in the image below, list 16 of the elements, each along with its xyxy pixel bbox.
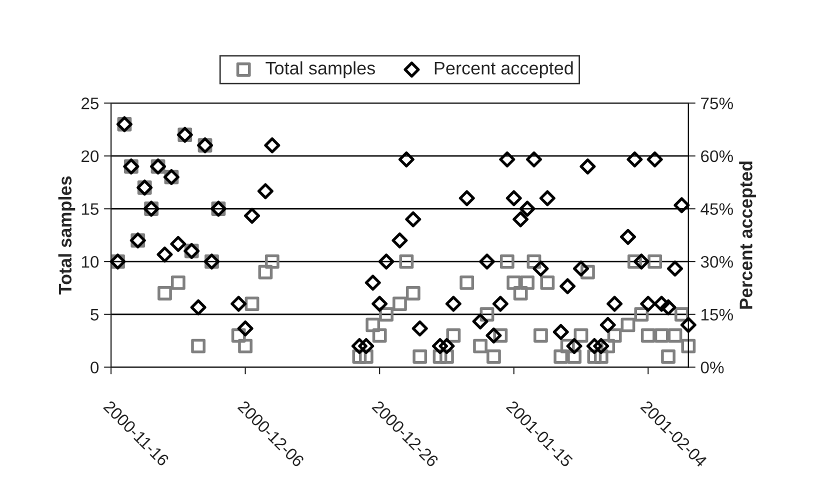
y2-tick-label: 60%	[701, 150, 733, 162]
y2-axis-title: Percent accepted	[739, 162, 756, 309]
legend-label: Total samples	[266, 61, 375, 78]
y-tick-label: 10	[82, 256, 99, 268]
y-tick-label: 5	[90, 308, 99, 321]
y-tick-label: 15	[82, 203, 99, 215]
y2-tick-label: 75%	[701, 98, 733, 110]
y-tick-label: 20	[82, 150, 99, 162]
legend-label: Percent accepted	[434, 61, 573, 78]
y2-tick-label: 30%	[700, 256, 733, 268]
y-tick-label: 0	[90, 362, 99, 374]
y2-tick-label: 15%	[701, 308, 733, 321]
y-tick-label: 25	[82, 98, 99, 110]
y2-tick-label: 45%	[700, 203, 733, 215]
y-axis-title: Total samples	[58, 176, 76, 294]
y2-tick-label: 0%	[700, 362, 724, 374]
